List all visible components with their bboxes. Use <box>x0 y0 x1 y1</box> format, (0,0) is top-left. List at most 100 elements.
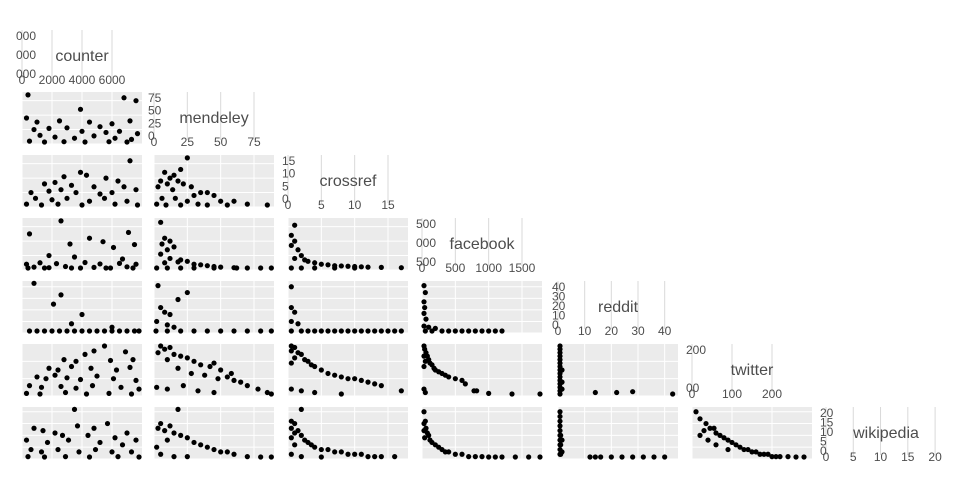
data-point <box>713 442 719 448</box>
data-point <box>127 118 133 124</box>
data-point <box>325 446 331 453</box>
panel-crossref-vs-mendeley <box>153 155 274 208</box>
panel-facebook-vs-counter <box>21 218 142 271</box>
data-point <box>125 229 132 236</box>
data-point <box>64 125 70 131</box>
data-point <box>158 178 164 184</box>
data-point <box>62 454 69 460</box>
diagonal-panel-twitter: 200 000 100 200 twitter <box>686 343 782 401</box>
data-point <box>158 420 164 427</box>
data-point <box>422 328 428 334</box>
data-point <box>52 134 58 140</box>
data-point <box>558 442 564 448</box>
data-point <box>41 139 48 145</box>
data-point <box>218 367 224 373</box>
data-point <box>703 420 709 427</box>
data-point <box>288 348 294 354</box>
panel-reddit-vs-crossref <box>287 281 408 334</box>
data-point <box>103 265 109 271</box>
data-point <box>398 388 404 394</box>
panel-background <box>558 407 678 459</box>
data-point <box>171 430 177 436</box>
data-point <box>68 363 75 370</box>
data-point <box>338 328 344 334</box>
data-point <box>124 198 130 204</box>
data-point <box>128 391 135 397</box>
diagonal-ytick-label: 10 <box>820 425 834 439</box>
data-point <box>191 358 197 364</box>
data-point <box>557 413 563 420</box>
data-point <box>159 195 165 201</box>
data-point <box>422 289 428 296</box>
panel-reddit-vs-counter <box>21 280 142 334</box>
data-point <box>231 451 237 457</box>
data-point <box>101 343 108 349</box>
data-point <box>37 391 43 397</box>
diagonal-ytick-label: 500 <box>416 217 436 231</box>
data-point <box>86 198 93 204</box>
data-point <box>372 381 378 387</box>
data-point <box>392 328 398 334</box>
data-point <box>486 328 492 334</box>
diagonal-ytick-label: 000 <box>16 29 36 43</box>
data-point <box>97 439 103 446</box>
data-point <box>162 260 168 266</box>
panel-facebook-vs-crossref <box>287 218 408 271</box>
data-point <box>733 442 739 448</box>
diagonal-ytick-label: 10 <box>282 167 296 181</box>
data-point <box>358 328 364 334</box>
data-point <box>62 263 69 270</box>
data-point <box>421 299 427 305</box>
data-point <box>159 241 165 247</box>
data-point <box>693 409 699 415</box>
data-point <box>288 304 294 311</box>
data-point <box>446 374 452 380</box>
panel-reddit-vs-mendeley <box>153 281 274 334</box>
data-point <box>127 158 133 164</box>
data-point <box>46 365 52 371</box>
data-point <box>175 259 181 265</box>
data-point <box>164 386 170 392</box>
data-point <box>298 328 304 334</box>
panel-wikipedia-vs-reddit <box>557 407 678 460</box>
data-point <box>292 420 298 427</box>
data-point <box>288 451 294 457</box>
data-point <box>74 423 81 429</box>
panel-background <box>154 218 274 270</box>
data-point <box>164 322 170 328</box>
data-point <box>136 386 142 392</box>
data-point <box>244 383 250 389</box>
data-point <box>158 304 164 311</box>
data-point <box>305 328 311 334</box>
diagonal-ytick-label: 15 <box>820 416 834 430</box>
data-point <box>332 372 338 378</box>
data-point <box>79 328 85 334</box>
data-point <box>238 379 244 385</box>
data-point <box>195 201 201 207</box>
data-point <box>107 265 114 271</box>
data-point <box>312 260 318 266</box>
data-point <box>167 344 173 351</box>
data-point <box>204 263 210 269</box>
data-point <box>318 446 324 453</box>
data-point <box>37 132 43 138</box>
data-point <box>116 128 123 134</box>
data-point <box>318 454 324 460</box>
data-point <box>358 451 364 457</box>
data-point <box>231 328 237 334</box>
data-point <box>512 454 518 460</box>
data-point <box>64 195 70 201</box>
data-point <box>162 235 168 241</box>
diagonal-ytick-label: 50 <box>148 104 162 118</box>
data-point <box>318 328 324 334</box>
data-point <box>103 175 109 181</box>
data-point <box>106 390 112 396</box>
data-point <box>41 265 48 271</box>
data-point <box>204 444 210 450</box>
data-point <box>202 372 208 378</box>
data-point <box>198 262 204 268</box>
data-point <box>133 261 139 267</box>
data-point <box>171 454 177 460</box>
data-point <box>97 191 103 197</box>
